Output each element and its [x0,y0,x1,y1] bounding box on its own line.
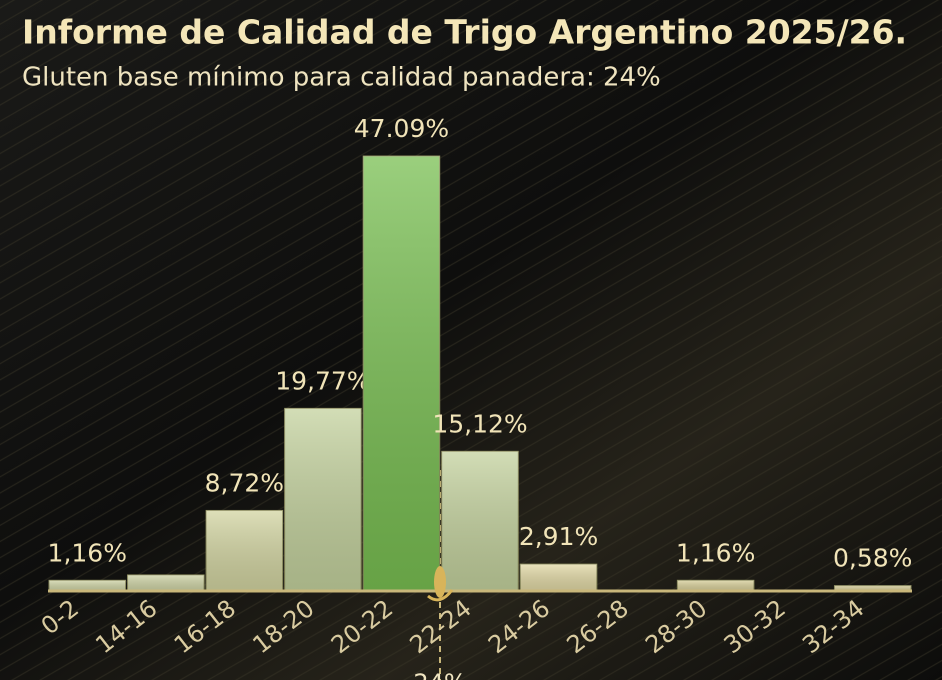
value-label: 1,16% [48,538,127,567]
value-label: 19,77% [275,366,370,395]
bar-shade [834,585,911,591]
value-label: 0,58% [833,544,912,573]
bar-shade [49,580,126,591]
bar-shade [284,408,362,591]
bar-shade [441,451,519,591]
threshold-label: 24% [413,669,466,680]
chart-subtitle: Gluten base mínimo para calidad panadera… [22,63,661,93]
value-label: 8,72% [205,468,284,497]
bar-shade [363,156,440,591]
value-label: 47.09% [354,114,449,143]
wheat-icon [427,566,454,602]
bar-shade [520,564,597,591]
bar-shade [127,574,205,591]
value-label: 1,16% [676,538,755,567]
chart-title: Informe de Calidad de Trigo Argentino 20… [22,13,907,52]
value-label: 2,91% [519,522,598,551]
bar-shade [677,580,754,591]
value-label: 15,12% [432,409,527,438]
bar-shade [206,510,283,591]
